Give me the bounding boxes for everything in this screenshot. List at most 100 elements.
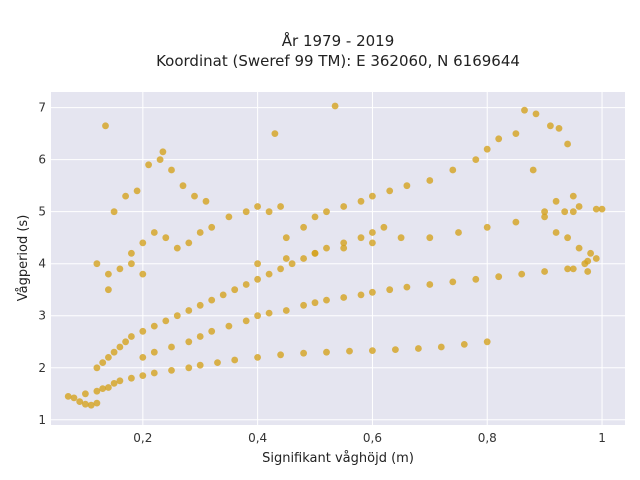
data-point [162, 317, 170, 325]
data-point [483, 338, 491, 346]
data-point [541, 213, 548, 221]
data-point [277, 203, 284, 210]
data-point [173, 312, 181, 320]
data-point [139, 239, 147, 247]
data-point [380, 223, 388, 231]
data-point [564, 234, 571, 242]
x-axis-ticks: 0,2 0,4 0,6 0,8 1 [133, 431, 606, 445]
data-point [518, 270, 526, 278]
data-point [225, 213, 233, 221]
data-point [369, 229, 376, 236]
data-point [93, 387, 101, 395]
data-point [122, 192, 129, 200]
data-point [584, 268, 592, 275]
data-point [242, 281, 250, 288]
y-tick-label: 7 [38, 101, 46, 115]
chart-title-line-1: År 1979 - 2019 [282, 31, 395, 50]
data-point [133, 187, 141, 195]
data-point [323, 348, 330, 356]
data-point [357, 197, 365, 205]
data-point [145, 161, 153, 169]
y-tick-label: 5 [38, 205, 46, 219]
data-point [323, 296, 330, 304]
data-point [300, 255, 307, 262]
data-point [300, 301, 307, 309]
data-point [173, 244, 181, 252]
data-point [202, 197, 210, 205]
data-point [386, 286, 394, 294]
data-point [311, 299, 319, 307]
data-point [415, 345, 422, 352]
data-point [265, 208, 273, 216]
data-point [357, 291, 365, 299]
data-point [265, 270, 273, 278]
data-point [455, 229, 462, 236]
x-tick-label: 1 [598, 431, 606, 445]
data-point [93, 260, 101, 268]
data-point [196, 229, 204, 236]
data-point [254, 312, 261, 320]
data-point [185, 307, 193, 314]
data-point [139, 270, 147, 278]
data-point [82, 400, 89, 408]
x-tick-label: 0,8 [478, 431, 497, 445]
data-point [561, 208, 569, 216]
data-point [300, 223, 307, 231]
data-point [392, 346, 399, 353]
data-point [254, 275, 261, 283]
data-point [346, 347, 353, 355]
data-point [185, 239, 193, 247]
data-point [110, 348, 118, 356]
data-point [179, 182, 187, 190]
data-point [191, 192, 198, 200]
y-tick-label: 4 [38, 257, 46, 271]
data-point [403, 182, 411, 190]
data-point [311, 249, 319, 257]
x-tick-label: 0,2 [133, 431, 152, 445]
data-point [99, 385, 107, 392]
data-point [311, 213, 319, 221]
data-point [150, 348, 158, 356]
data-point [219, 291, 227, 299]
data-point [127, 260, 135, 268]
data-point [426, 234, 434, 242]
data-point [231, 356, 239, 364]
data-point [369, 192, 376, 200]
data-point [159, 148, 167, 156]
data-point [569, 192, 577, 200]
data-point [105, 354, 112, 361]
data-point [323, 208, 330, 216]
data-point [150, 322, 158, 330]
data-point [254, 354, 261, 361]
data-point [552, 197, 560, 205]
data-point [472, 156, 480, 164]
y-axis-ticks: 1 2 3 4 5 6 7 [38, 101, 46, 427]
data-point [105, 384, 112, 391]
data-point [231, 286, 239, 294]
data-point [483, 223, 491, 231]
data-point [575, 203, 583, 210]
data-point [426, 281, 434, 288]
y-tick-label: 3 [38, 309, 46, 323]
data-point [162, 234, 170, 242]
data-point [116, 377, 124, 385]
data-point [552, 229, 560, 236]
data-point [196, 333, 204, 340]
data-point [397, 234, 405, 242]
data-point [512, 218, 520, 226]
data-point [110, 208, 118, 216]
data-point [547, 122, 554, 130]
plot-area [51, 92, 625, 425]
data-point [150, 229, 158, 236]
data-point [340, 244, 348, 252]
data-point [426, 177, 434, 184]
data-point [105, 270, 112, 278]
data-point [483, 145, 491, 153]
data-point [449, 166, 457, 174]
data-point [598, 205, 606, 213]
data-point [254, 203, 261, 210]
data-point [357, 234, 365, 242]
data-point [564, 140, 571, 148]
data-point [575, 244, 583, 252]
